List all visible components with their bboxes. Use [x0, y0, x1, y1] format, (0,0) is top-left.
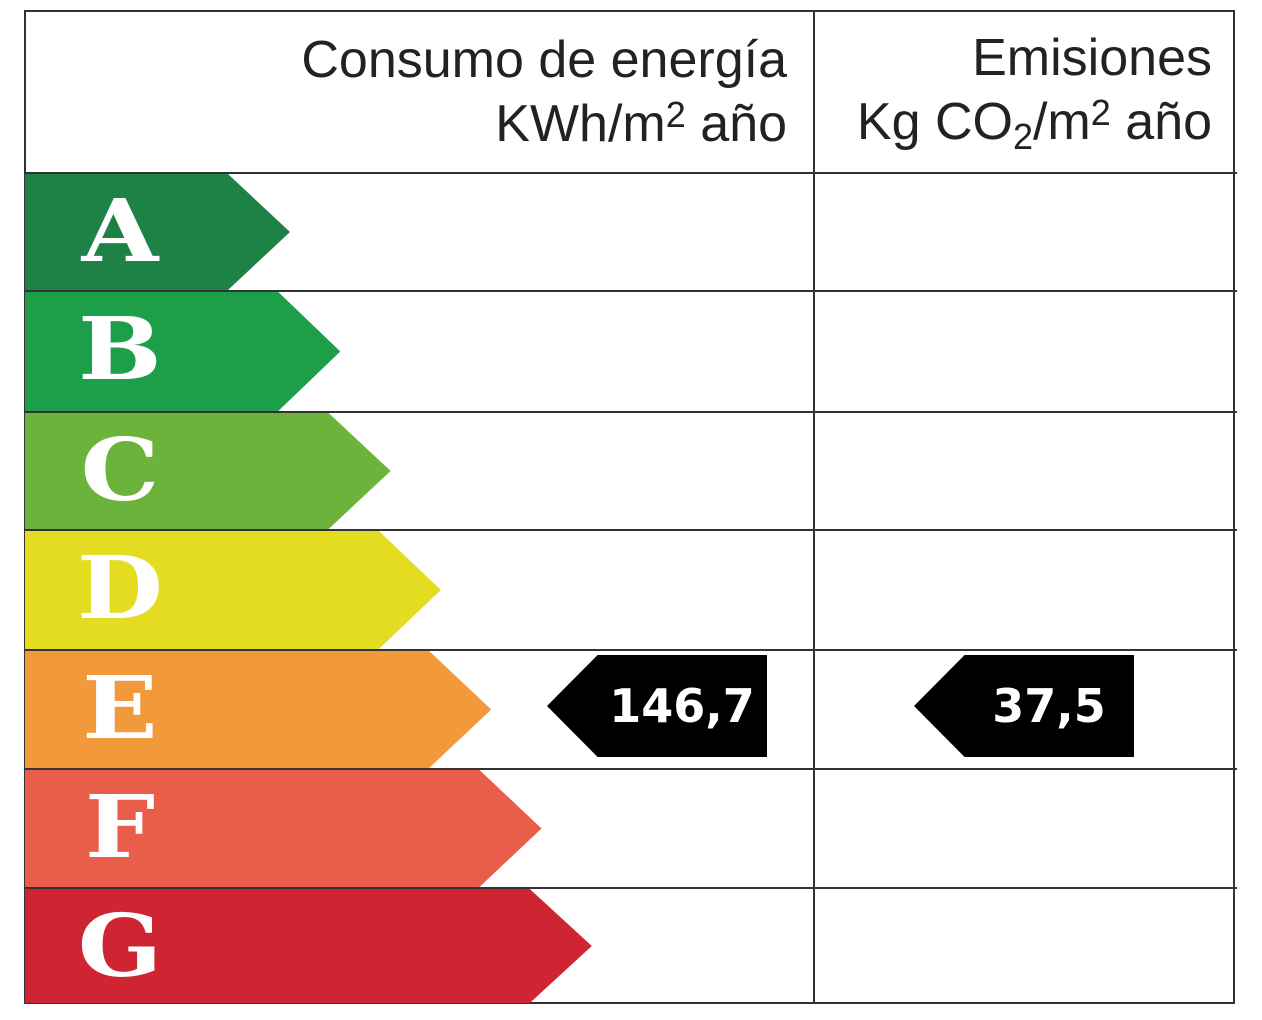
- emissions-result-tag-value: 37,5: [992, 679, 1106, 733]
- rating-arrow-d: [25, 531, 441, 649]
- energy-result-tag: 146,7: [547, 655, 767, 757]
- row-divider: [24, 290, 1237, 292]
- energy-column-header: Consumo de energía KWh/m2 año: [301, 28, 787, 156]
- emissions-unit: Kg CO2/m2 año: [856, 90, 1212, 157]
- rating-letter: A: [81, 181, 159, 282]
- row-divider: [24, 529, 1237, 531]
- unit-text: /m: [1032, 93, 1091, 151]
- row-divider: [24, 411, 1237, 413]
- rating-letter: E: [82, 658, 158, 759]
- row-divider: [24, 887, 1237, 889]
- energy-title: Consumo de energía: [301, 31, 787, 89]
- unit-subscript: 2: [1012, 116, 1033, 157]
- column-divider: [813, 10, 815, 1004]
- unit-superscript: 2: [1090, 92, 1111, 133]
- rating-arrow-e: [25, 651, 492, 768]
- rating-letter: G: [77, 896, 163, 997]
- rating-letter: B: [78, 299, 162, 400]
- energy-result-tag-value: 146,7: [609, 679, 755, 733]
- rating-arrow-a: [25, 174, 290, 290]
- emissions-title: Emisiones: [972, 29, 1212, 87]
- rating-arrow-f: [25, 770, 542, 887]
- unit-text: KWh/m: [495, 95, 666, 153]
- rating-arrow-g: [25, 889, 592, 1003]
- rating-letter: D: [77, 538, 163, 639]
- rating-letter: F: [84, 777, 156, 878]
- unit-text: año: [1110, 93, 1212, 151]
- unit-text: Kg CO: [856, 93, 1013, 151]
- unit-superscript: 2: [665, 94, 686, 135]
- emissions-result-tag: 37,5: [914, 655, 1134, 757]
- energy-unit: KWh/m2 año: [301, 92, 787, 156]
- row-divider: [24, 172, 1237, 174]
- rating-letter: C: [80, 420, 160, 521]
- emissions-column-header: Emisiones Kg CO2/m2 año: [856, 26, 1212, 157]
- rating-arrow-b: [25, 292, 341, 411]
- unit-text: año: [685, 95, 787, 153]
- row-divider: [24, 768, 1237, 770]
- rating-arrow-c: [25, 413, 391, 529]
- row-divider: [24, 649, 1237, 651]
